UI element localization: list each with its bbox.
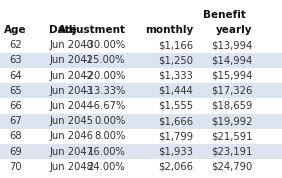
- Text: $1,250: $1,250: [158, 55, 193, 65]
- Bar: [0, 53, 282, 68]
- Text: Benefit: Benefit: [203, 10, 246, 20]
- Text: Jun 2041: Jun 2041: [49, 55, 93, 65]
- Text: Jun 2045: Jun 2045: [49, 116, 93, 126]
- Text: yearly: yearly: [216, 25, 252, 35]
- Text: $15,994: $15,994: [211, 70, 252, 81]
- Text: $18,659: $18,659: [211, 101, 252, 111]
- Text: Jun 2040: Jun 2040: [49, 40, 93, 50]
- Text: $2,066: $2,066: [158, 162, 193, 172]
- Text: 65: 65: [9, 86, 22, 96]
- Text: Jun 2042: Jun 2042: [49, 70, 93, 81]
- Bar: [0, 114, 282, 129]
- Text: 16.00%: 16.00%: [88, 147, 125, 157]
- Text: $1,333: $1,333: [158, 70, 193, 81]
- Text: Jun 2048: Jun 2048: [49, 162, 93, 172]
- Text: 69: 69: [9, 147, 22, 157]
- Text: 24.00%: 24.00%: [88, 162, 125, 172]
- Text: Jun 2044: Jun 2044: [49, 101, 93, 111]
- Text: 68: 68: [9, 131, 22, 141]
- Text: $14,994: $14,994: [211, 55, 252, 65]
- Text: -13.33%: -13.33%: [84, 86, 125, 96]
- Text: -6.67%: -6.67%: [90, 101, 125, 111]
- Text: 67: 67: [9, 116, 22, 126]
- Text: $1,166: $1,166: [158, 40, 193, 50]
- Text: $1,799: $1,799: [158, 131, 193, 141]
- Bar: [0, 144, 282, 159]
- Text: 0.00%: 0.00%: [94, 116, 125, 126]
- Text: -30.00%: -30.00%: [84, 40, 125, 50]
- Text: $24,790: $24,790: [211, 162, 252, 172]
- Text: $1,555: $1,555: [158, 101, 193, 111]
- Text: $17,326: $17,326: [211, 86, 252, 96]
- Text: Jun 2047: Jun 2047: [49, 147, 93, 157]
- Text: -25.00%: -25.00%: [84, 55, 125, 65]
- Text: $21,591: $21,591: [211, 131, 252, 141]
- Text: $1,444: $1,444: [158, 86, 193, 96]
- Text: Date: Date: [49, 25, 77, 35]
- Text: Age: Age: [4, 25, 27, 35]
- Text: 64: 64: [9, 70, 22, 81]
- Bar: [0, 83, 282, 98]
- Text: $13,994: $13,994: [211, 40, 252, 50]
- Text: 8.00%: 8.00%: [94, 131, 125, 141]
- Text: -20.00%: -20.00%: [84, 70, 125, 81]
- Text: $19,992: $19,992: [211, 116, 252, 126]
- Text: 62: 62: [9, 40, 22, 50]
- Text: $23,191: $23,191: [211, 147, 252, 157]
- Text: Adjustment: Adjustment: [58, 25, 125, 35]
- Text: Jun 2043: Jun 2043: [49, 86, 93, 96]
- Text: $1,933: $1,933: [158, 147, 193, 157]
- Text: Jun 2046: Jun 2046: [49, 131, 93, 141]
- Text: 66: 66: [9, 101, 22, 111]
- Text: 70: 70: [9, 162, 22, 172]
- Text: monthly: monthly: [145, 25, 193, 35]
- Text: 63: 63: [9, 55, 22, 65]
- Text: $1,666: $1,666: [158, 116, 193, 126]
